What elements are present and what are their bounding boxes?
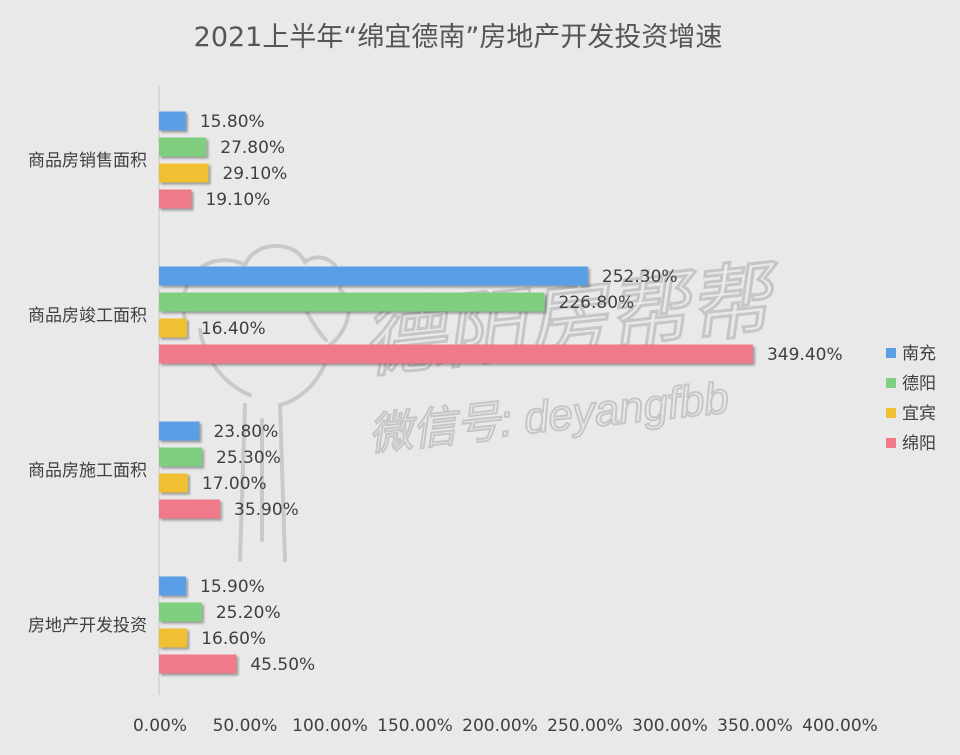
bar-宜宾-2 [159, 473, 188, 493]
legend-label: 宜宾 [902, 404, 936, 424]
data-label: 16.40% [201, 319, 266, 339]
data-label: 25.20% [216, 603, 281, 623]
data-label: 349.40% [767, 345, 843, 365]
data-label: 29.10% [222, 164, 287, 184]
bar-德阳-3 [159, 602, 202, 622]
bar-绵阳-3 [159, 654, 237, 674]
bar-南充-1 [159, 266, 588, 286]
chart-title: 2021上半年“绵宜德南”房地产开发投资增速 [194, 22, 723, 53]
data-label: 16.60% [201, 629, 266, 649]
x-tick-label: 50.00% [213, 716, 278, 736]
data-labels: 15.80% 27.80% 29.10% 19.10% 252.30% 226.80% 16… [200, 112, 843, 675]
x-tick-label: 250.00% [547, 716, 623, 736]
legend-swatch-绵阳 [886, 438, 896, 448]
bar-德阳-1 [159, 292, 545, 312]
legend-label: 德阳 [902, 374, 936, 394]
data-label: 15.90% [200, 577, 265, 597]
bar-绵阳-1 [159, 344, 753, 364]
data-label: 19.10% [205, 190, 270, 210]
x-tick-label: 0.00% [133, 716, 187, 736]
x-tick-label: 100.00% [292, 716, 368, 736]
data-label: 45.50% [250, 655, 315, 675]
x-axis-tick-labels: 0.00% 50.00% 100.00% 150.00% 200.00% 250.00% 3… [133, 716, 878, 736]
legend-swatch-宜宾 [886, 408, 896, 418]
bar-南充-2 [159, 421, 200, 441]
x-tick-label: 350.00% [717, 716, 793, 736]
bar-德阳-0 [159, 137, 207, 157]
category-label: 商品房竣工面积 [28, 306, 147, 326]
category-label: 房地产开发投资 [28, 616, 147, 636]
x-tick-label: 300.00% [632, 716, 708, 736]
bar-宜宾-3 [159, 628, 188, 648]
bars [159, 111, 753, 674]
bar-南充-3 [159, 576, 187, 596]
x-tick-label: 200.00% [462, 716, 538, 736]
data-label: 252.30% [602, 267, 678, 287]
bar-绵阳-0 [159, 189, 192, 209]
bar-绵阳-2 [159, 499, 221, 519]
x-tick-label: 400.00% [802, 716, 878, 736]
data-label: 25.30% [216, 448, 281, 468]
legend-swatch-南充 [886, 348, 896, 358]
data-label: 15.80% [200, 112, 265, 132]
data-label: 27.80% [220, 138, 285, 158]
bar-德阳-2 [159, 447, 203, 467]
category-label: 商品房销售面积 [28, 151, 147, 171]
legend-label: 绵阳 [902, 434, 936, 454]
legend-label: 南充 [902, 344, 936, 364]
bar-南充-0 [159, 111, 186, 131]
x-tick-label: 150.00% [377, 716, 453, 736]
bar-宜宾-0 [159, 163, 209, 183]
legend-swatch-德阳 [886, 378, 896, 388]
category-label: 商品房施工面积 [28, 461, 147, 481]
data-label: 226.80% [559, 293, 635, 313]
bar-宜宾-1 [159, 318, 187, 338]
data-label: 35.90% [234, 500, 299, 520]
data-label: 17.00% [202, 474, 267, 494]
data-label: 23.80% [213, 422, 278, 442]
watermark-wechat-text: 微信号: deyangfbb [366, 373, 731, 460]
